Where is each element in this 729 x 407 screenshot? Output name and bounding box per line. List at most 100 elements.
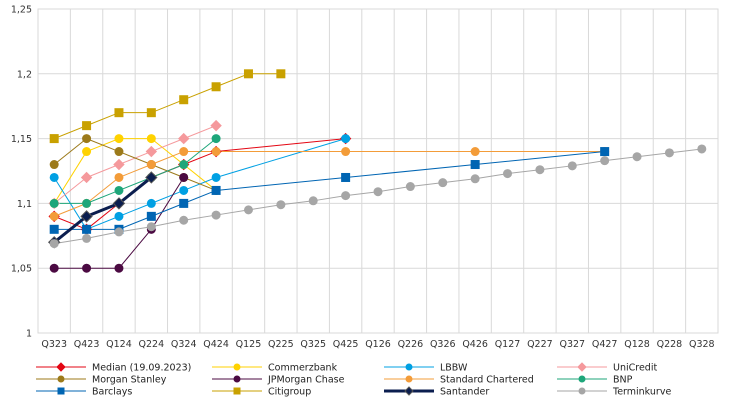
data-point [179, 185, 189, 195]
data-point [243, 205, 253, 215]
x-tick-label: Q327 [559, 339, 585, 350]
data-point [49, 198, 59, 208]
legend-item: JPMorgan Chase [212, 375, 345, 386]
data-point [535, 165, 545, 175]
data-point [114, 185, 124, 195]
legend-label: Citigroup [268, 387, 311, 398]
legend-item: Median (19.09.2023) [36, 362, 191, 374]
data-point [405, 375, 413, 383]
legend-label: UniCredit [613, 363, 657, 374]
series-markers [49, 69, 286, 144]
data-point [179, 160, 189, 170]
data-point [82, 198, 92, 208]
data-point [211, 185, 221, 195]
data-point [49, 239, 59, 249]
data-point [276, 200, 286, 210]
data-point [632, 152, 642, 162]
legend-label: Standard Chartered [440, 375, 534, 386]
x-tick-label: Q128 [624, 339, 650, 350]
plot-frame [37, 8, 719, 334]
data-point [112, 197, 126, 210]
x-tick-label: Q226 [398, 339, 424, 350]
data-point [211, 147, 221, 157]
data-point [114, 172, 124, 182]
data-point [146, 108, 156, 118]
y-tick-label: 1,2 [17, 69, 32, 80]
data-point [341, 134, 351, 144]
series-line [54, 73, 281, 140]
data-point [567, 161, 577, 171]
data-point [82, 134, 92, 144]
legend-label: Median (19.09.2023) [92, 363, 191, 374]
data-point [146, 211, 156, 221]
y-tick-label: 1,25 [11, 5, 32, 16]
data-point [179, 215, 189, 225]
data-point [49, 172, 59, 182]
data-point [243, 69, 253, 79]
x-tick-label: Q227 [527, 339, 553, 350]
data-point [80, 171, 93, 184]
series-group [47, 69, 707, 273]
x-tick-label: Q127 [495, 339, 521, 350]
data-point [373, 187, 383, 197]
data-point [341, 191, 351, 201]
x-tick-label: Q424 [203, 339, 229, 350]
data-point [114, 108, 124, 118]
x-tick-label: Q328 [689, 339, 715, 350]
data-point [470, 147, 480, 157]
x-tick-label: Q324 [171, 339, 197, 350]
data-point [341, 172, 351, 182]
data-point [341, 147, 351, 157]
data-point [404, 386, 414, 396]
legend-item: Commerzbank [212, 363, 338, 374]
series-markers [48, 119, 222, 210]
data-point [114, 263, 124, 273]
x-tick-label: Q323 [41, 339, 67, 350]
data-point [82, 147, 92, 157]
data-point [211, 210, 221, 220]
series [53, 176, 153, 244]
data-point [600, 147, 610, 157]
data-point [600, 156, 610, 166]
legend-item: BNP [557, 375, 633, 386]
legend: Median (19.09.2023) Commerzbank LBBW UniCre… [36, 362, 671, 398]
legend-item: UniCredit [557, 362, 657, 374]
data-point [49, 224, 59, 234]
y-tick-label: 1,15 [11, 134, 32, 145]
data-point [276, 69, 286, 79]
data-point [578, 375, 586, 383]
legend-item: Citigroup [212, 387, 311, 398]
x-tick-label: Q126 [365, 339, 391, 350]
data-point [49, 263, 59, 273]
axes: 1 1,05 1,1 1,15 1,2 1,25 Q323 Q423 Q124 Q224 Q324 Q… [11, 5, 715, 351]
legend-label: BNP [613, 375, 633, 386]
legend-label: Commerzbank [268, 363, 338, 374]
data-point [56, 362, 66, 372]
data-point [438, 178, 448, 188]
data-point [114, 134, 124, 144]
data-point [308, 196, 318, 206]
data-point [113, 158, 125, 171]
data-point [146, 198, 156, 208]
series-line [53, 138, 217, 204]
data-point [211, 82, 221, 92]
data-point [57, 375, 65, 383]
data-point [210, 119, 222, 132]
data-point [179, 198, 189, 208]
data-point [114, 227, 124, 237]
series-line [54, 138, 217, 204]
data-point [114, 147, 124, 157]
legend-item: Morgan Stanley [36, 375, 167, 386]
x-tick-label: Q224 [139, 339, 165, 350]
data-point [57, 387, 65, 395]
data-point [82, 121, 92, 131]
x-tick-label: Q427 [592, 339, 618, 350]
y-tick-label: 1 [26, 329, 32, 340]
x-tick-label: Q426 [462, 339, 488, 350]
legend-item: Santander [384, 386, 489, 398]
data-point [82, 263, 92, 273]
data-point [470, 174, 480, 184]
data-point [178, 132, 190, 145]
x-tick-label: Q228 [657, 339, 683, 350]
